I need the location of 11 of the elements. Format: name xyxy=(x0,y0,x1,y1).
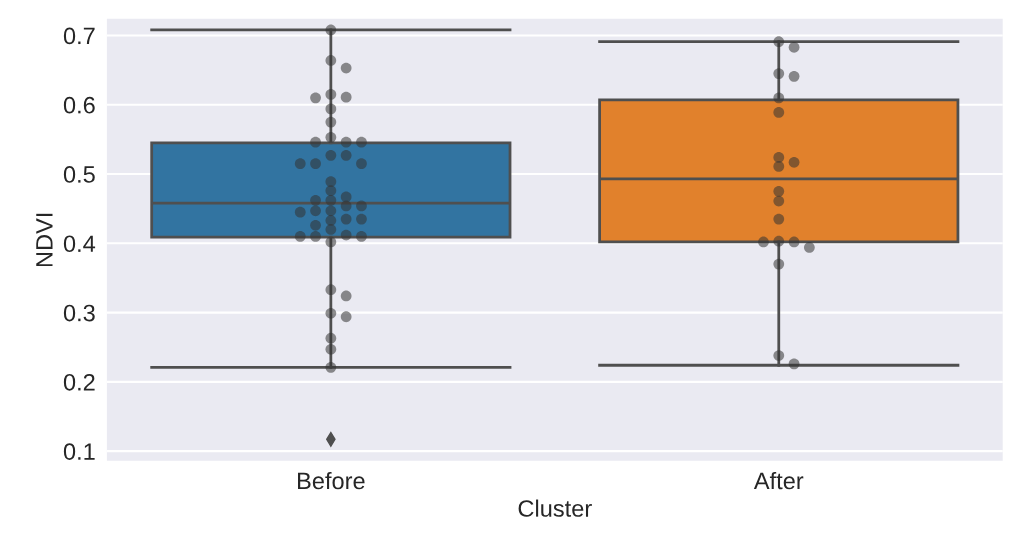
y-tick-label: 0.4 xyxy=(63,235,96,253)
y-tick-label: 0.3 xyxy=(63,304,95,322)
y-tick-label: 0.2 xyxy=(63,373,95,391)
x-axis-title: Cluster xyxy=(518,499,592,517)
y-tick-label: 0.5 xyxy=(63,166,95,183)
x-tick-label: Before xyxy=(298,471,365,490)
y-tick-label: 0.6 xyxy=(63,96,95,114)
y-tick-label: 0.7 xyxy=(63,27,95,45)
y-tick-label: 0.1 xyxy=(63,443,95,460)
x-tick-label: After xyxy=(753,471,804,490)
y-axis-title: NDVI xyxy=(36,213,53,267)
